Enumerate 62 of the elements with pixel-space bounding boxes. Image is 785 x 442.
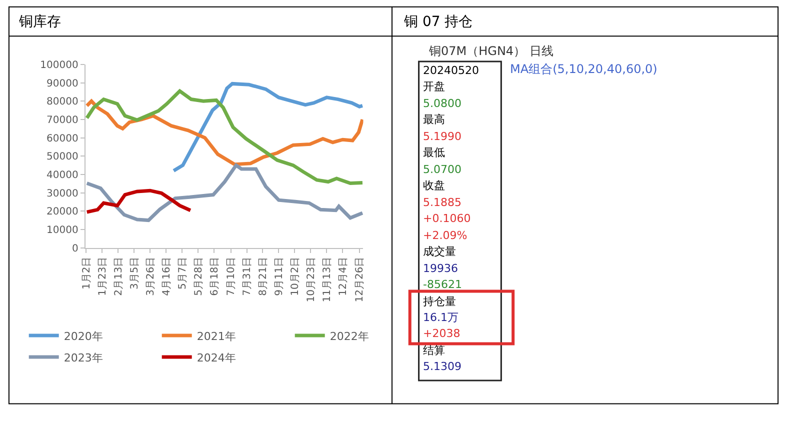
text: 最低: [423, 146, 445, 159]
x-tick-label: 3月26日: [145, 256, 156, 296]
y-tick-label: 40000: [46, 170, 78, 181]
text: 成交量: [423, 245, 456, 258]
x-tick-label: 1月2日: [81, 256, 92, 290]
line-series: [85, 164, 364, 222]
y-tick-label: 70000: [46, 114, 78, 126]
text: 5.1885: [423, 196, 462, 209]
text: 铜07M（HGN4） 日线: [428, 44, 554, 58]
x-tick-label: 11月13日: [322, 256, 333, 302]
x-tick-label: 4月16日: [161, 256, 172, 296]
text: 5.0800: [423, 97, 462, 110]
x-tick-label: 7月10日: [226, 256, 238, 296]
text: 5.0700: [423, 163, 462, 176]
x-tick-label: 12月26日: [354, 256, 366, 302]
text: +2.09%: [423, 229, 468, 242]
x-tick-label: 8月21日: [258, 256, 269, 296]
legend-label: 2024年: [196, 351, 236, 364]
legend-label: 2023年: [64, 351, 103, 364]
line-series: [85, 188, 192, 214]
x-tick-label: 6月18日: [209, 256, 220, 296]
text: 最高: [423, 113, 445, 126]
x-tick-label: 9月11日: [274, 256, 285, 296]
y-tick-label: 10000: [46, 224, 78, 236]
text: 收盘: [423, 179, 445, 192]
text: -85621: [423, 278, 462, 291]
line-series: [85, 99, 364, 166]
y-tick-label: 0: [72, 243, 78, 254]
y-tick-label: 80000: [46, 96, 78, 108]
text: 5.1990: [423, 130, 462, 143]
legend-label: 2022年: [330, 330, 369, 343]
y-tick-label: 60000: [46, 133, 78, 144]
x-tick-label: 12月4日: [338, 256, 349, 296]
y-tick-label: 50000: [46, 152, 78, 163]
text: MA组合(5,10,20,40,60,0): [510, 62, 658, 76]
text: 铜 07 持仓: [403, 14, 473, 30]
x-tick-label: 5月28日: [193, 256, 204, 296]
chart-title: 铜库存: [18, 14, 61, 30]
x-tick-label: 7月31日: [242, 256, 254, 296]
text: 持仓量: [423, 295, 456, 308]
line-series: [85, 89, 364, 185]
x-tick-label: 1月23日: [97, 256, 108, 296]
text: 20240520: [423, 64, 479, 77]
x-tick-label: 2月13日: [113, 256, 124, 296]
x-tick-label: 10月2日: [290, 256, 301, 296]
legend-label: 2020年: [64, 330, 103, 343]
text: +2038: [423, 327, 460, 340]
text: 开盘: [423, 80, 445, 93]
y-tick-label: 30000: [46, 188, 78, 200]
text: 结算: [423, 344, 445, 357]
text: 5.1309: [423, 360, 462, 373]
text: 16.1万: [423, 311, 458, 324]
x-tick-label: 10月23日: [306, 256, 317, 302]
x-tick-label: 5月7日: [177, 256, 188, 290]
legend-label: 2021年: [196, 330, 236, 343]
x-tick-label: 3月5日: [129, 256, 140, 290]
y-tick-label: 90000: [46, 78, 78, 90]
text: +0.1060: [423, 212, 471, 225]
y-tick-label: 100000: [40, 60, 78, 71]
text: 19936: [423, 262, 458, 275]
line-series: [172, 82, 364, 173]
y-tick-label: 20000: [46, 206, 78, 218]
